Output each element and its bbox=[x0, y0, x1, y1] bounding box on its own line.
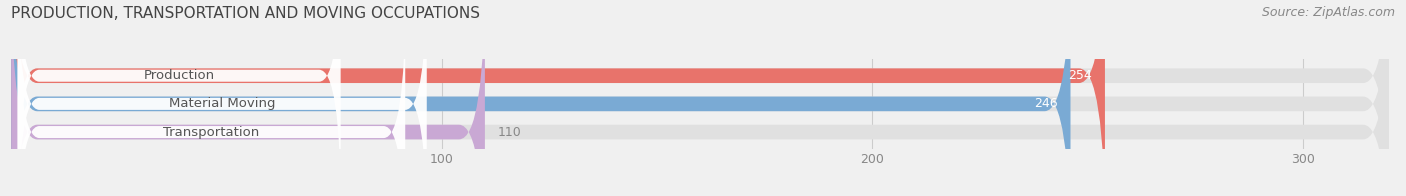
FancyBboxPatch shape bbox=[11, 0, 1070, 196]
FancyBboxPatch shape bbox=[11, 0, 1389, 196]
Text: Material Moving: Material Moving bbox=[169, 97, 276, 110]
FancyBboxPatch shape bbox=[11, 0, 485, 196]
FancyBboxPatch shape bbox=[18, 0, 427, 196]
Text: Source: ZipAtlas.com: Source: ZipAtlas.com bbox=[1261, 6, 1395, 19]
FancyBboxPatch shape bbox=[18, 0, 340, 196]
FancyBboxPatch shape bbox=[11, 0, 1389, 196]
Text: Transportation: Transportation bbox=[163, 126, 260, 139]
Text: PRODUCTION, TRANSPORTATION AND MOVING OCCUPATIONS: PRODUCTION, TRANSPORTATION AND MOVING OC… bbox=[11, 6, 481, 21]
FancyBboxPatch shape bbox=[11, 0, 1389, 196]
Text: 110: 110 bbox=[498, 126, 522, 139]
Text: 254: 254 bbox=[1069, 69, 1092, 82]
Text: 246: 246 bbox=[1033, 97, 1057, 110]
Text: Production: Production bbox=[143, 69, 215, 82]
FancyBboxPatch shape bbox=[18, 0, 405, 196]
FancyBboxPatch shape bbox=[11, 0, 1105, 196]
